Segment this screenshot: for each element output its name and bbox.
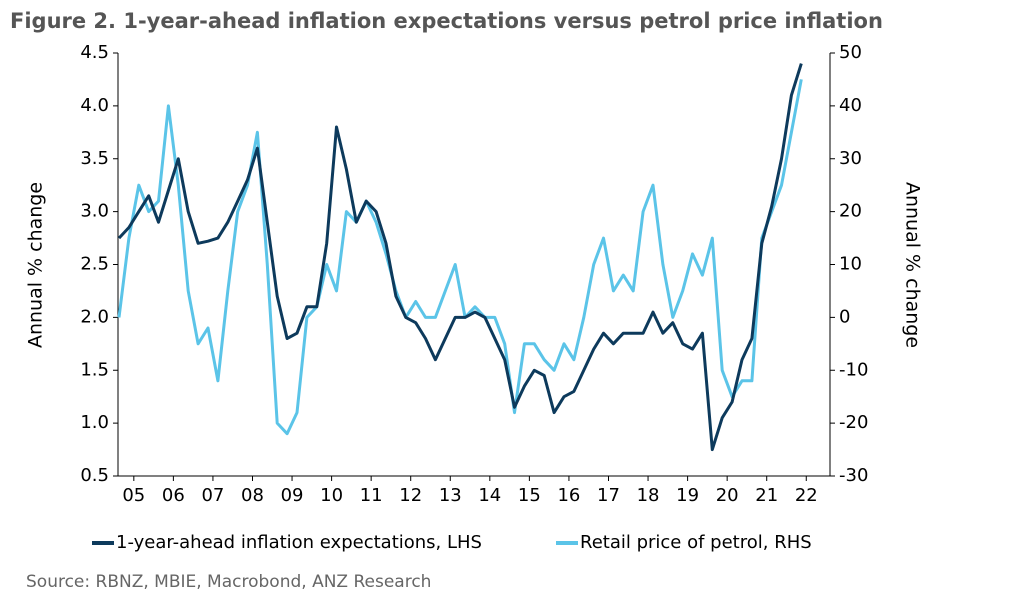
y2-axis-label: Annual % change bbox=[902, 182, 924, 348]
x-tick-label: 14 bbox=[478, 485, 501, 506]
x-tick-label: 11 bbox=[360, 485, 383, 506]
y2-tick-label: 0 bbox=[839, 306, 850, 327]
chart-title: Figure 2. 1-year-ahead inflation expecta… bbox=[10, 9, 883, 33]
y2-tick-label: -30 bbox=[839, 465, 868, 486]
x-tick-label: 18 bbox=[637, 485, 660, 506]
x-tick-label: 09 bbox=[281, 485, 304, 506]
y2-tick-label: 50 bbox=[839, 42, 862, 63]
series-line bbox=[117, 79, 803, 436]
x-tick-label: 10 bbox=[320, 485, 343, 506]
series-line bbox=[117, 63, 803, 452]
x-tick-label: 12 bbox=[399, 485, 422, 506]
x-tick-label: 05 bbox=[122, 485, 145, 506]
y2-tick-label: 10 bbox=[839, 254, 862, 275]
y-tick-label: 2.5 bbox=[80, 254, 109, 275]
x-tick-label: 07 bbox=[201, 485, 224, 506]
x-tick-label: 13 bbox=[439, 485, 462, 506]
x-tick-label: 06 bbox=[162, 485, 185, 506]
y2-tick-label: 40 bbox=[839, 95, 862, 116]
x-tick-label: 19 bbox=[676, 485, 699, 506]
y2-tick-label: -20 bbox=[839, 412, 868, 433]
y2-tick-label: 30 bbox=[839, 148, 862, 169]
y2-tick-label: -10 bbox=[839, 359, 868, 380]
x-tick-label: 15 bbox=[518, 485, 541, 506]
source: Source: RBNZ, MBIE, Macrobond, ANZ Resea… bbox=[26, 572, 431, 592]
x-tick-label: 16 bbox=[557, 485, 580, 506]
x-tick-label: 08 bbox=[241, 485, 264, 506]
y-tick-label: 3.5 bbox=[80, 148, 109, 169]
y-tick-label: 2.0 bbox=[80, 306, 109, 327]
y-tick-label: 1.5 bbox=[80, 359, 109, 380]
y-tick-label: 3.0 bbox=[80, 201, 109, 222]
y-tick-label: 4.5 bbox=[80, 42, 109, 63]
y-tick-label: 4.0 bbox=[80, 95, 109, 116]
y-axis-label: Annual % change bbox=[25, 182, 47, 348]
legend-label: 1-year-ahead inflation expectations, LHS bbox=[116, 532, 482, 553]
y-tick-label: 1.0 bbox=[80, 412, 109, 433]
x-tick-label: 20 bbox=[716, 485, 739, 506]
x-tick-label: 22 bbox=[795, 485, 818, 506]
x-tick-label: 17 bbox=[597, 485, 620, 506]
y-tick-label: 0.5 bbox=[80, 465, 109, 486]
legend-label: Retail price of petrol, RHS bbox=[580, 532, 812, 553]
x-tick-label: 21 bbox=[755, 485, 778, 506]
y2-tick-label: 20 bbox=[839, 201, 862, 222]
